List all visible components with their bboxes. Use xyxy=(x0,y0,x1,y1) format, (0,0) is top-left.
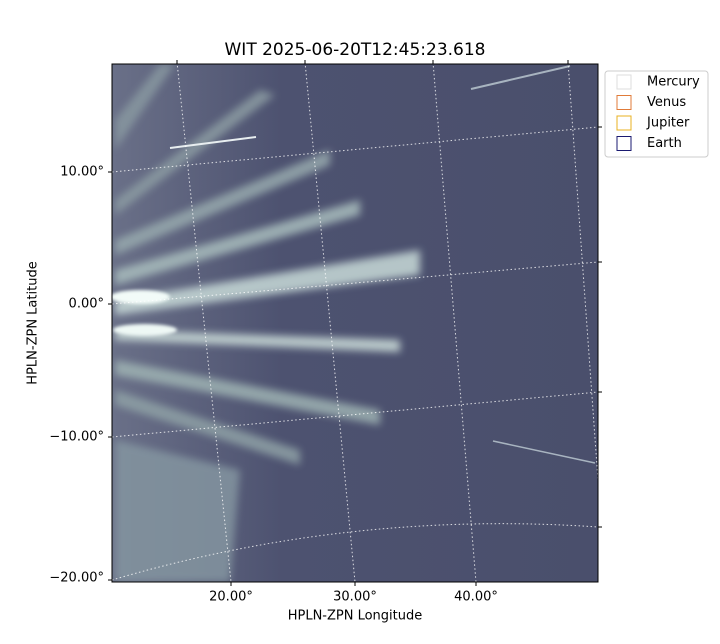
x-tick-label: 30.00° xyxy=(333,590,377,605)
image xyxy=(112,64,598,582)
y-tick-label: 10.00° xyxy=(60,165,104,180)
legend-swatch xyxy=(616,115,632,131)
legend-items: Mercury Venus Jupiter Earth xyxy=(616,74,700,151)
legend xyxy=(604,70,709,158)
title: WIT 2025-06-20T12:45:23.618 xyxy=(225,40,486,60)
legend-label: Venus xyxy=(647,95,686,110)
x-tick-label: 40.00° xyxy=(454,590,498,605)
legend-label: Mercury xyxy=(647,75,700,90)
legend-swatch xyxy=(616,74,632,90)
legend-label: Jupiter xyxy=(646,116,690,131)
y-axis-label: HPLN-ZPN Latitude xyxy=(26,261,41,384)
legend-swatch xyxy=(616,136,632,151)
x-axis-label: HPLN-ZPN Longitude xyxy=(288,609,423,624)
legend-label: Earth xyxy=(647,136,682,151)
legend-swatch xyxy=(616,95,632,110)
y-tick-label: −20.00° xyxy=(49,571,104,586)
x-tick-label: 20.00° xyxy=(209,590,253,605)
tick-marks xyxy=(108,60,602,586)
y-tick-label: −10.00° xyxy=(49,430,104,445)
y-tick-label: 0.00° xyxy=(69,297,104,312)
